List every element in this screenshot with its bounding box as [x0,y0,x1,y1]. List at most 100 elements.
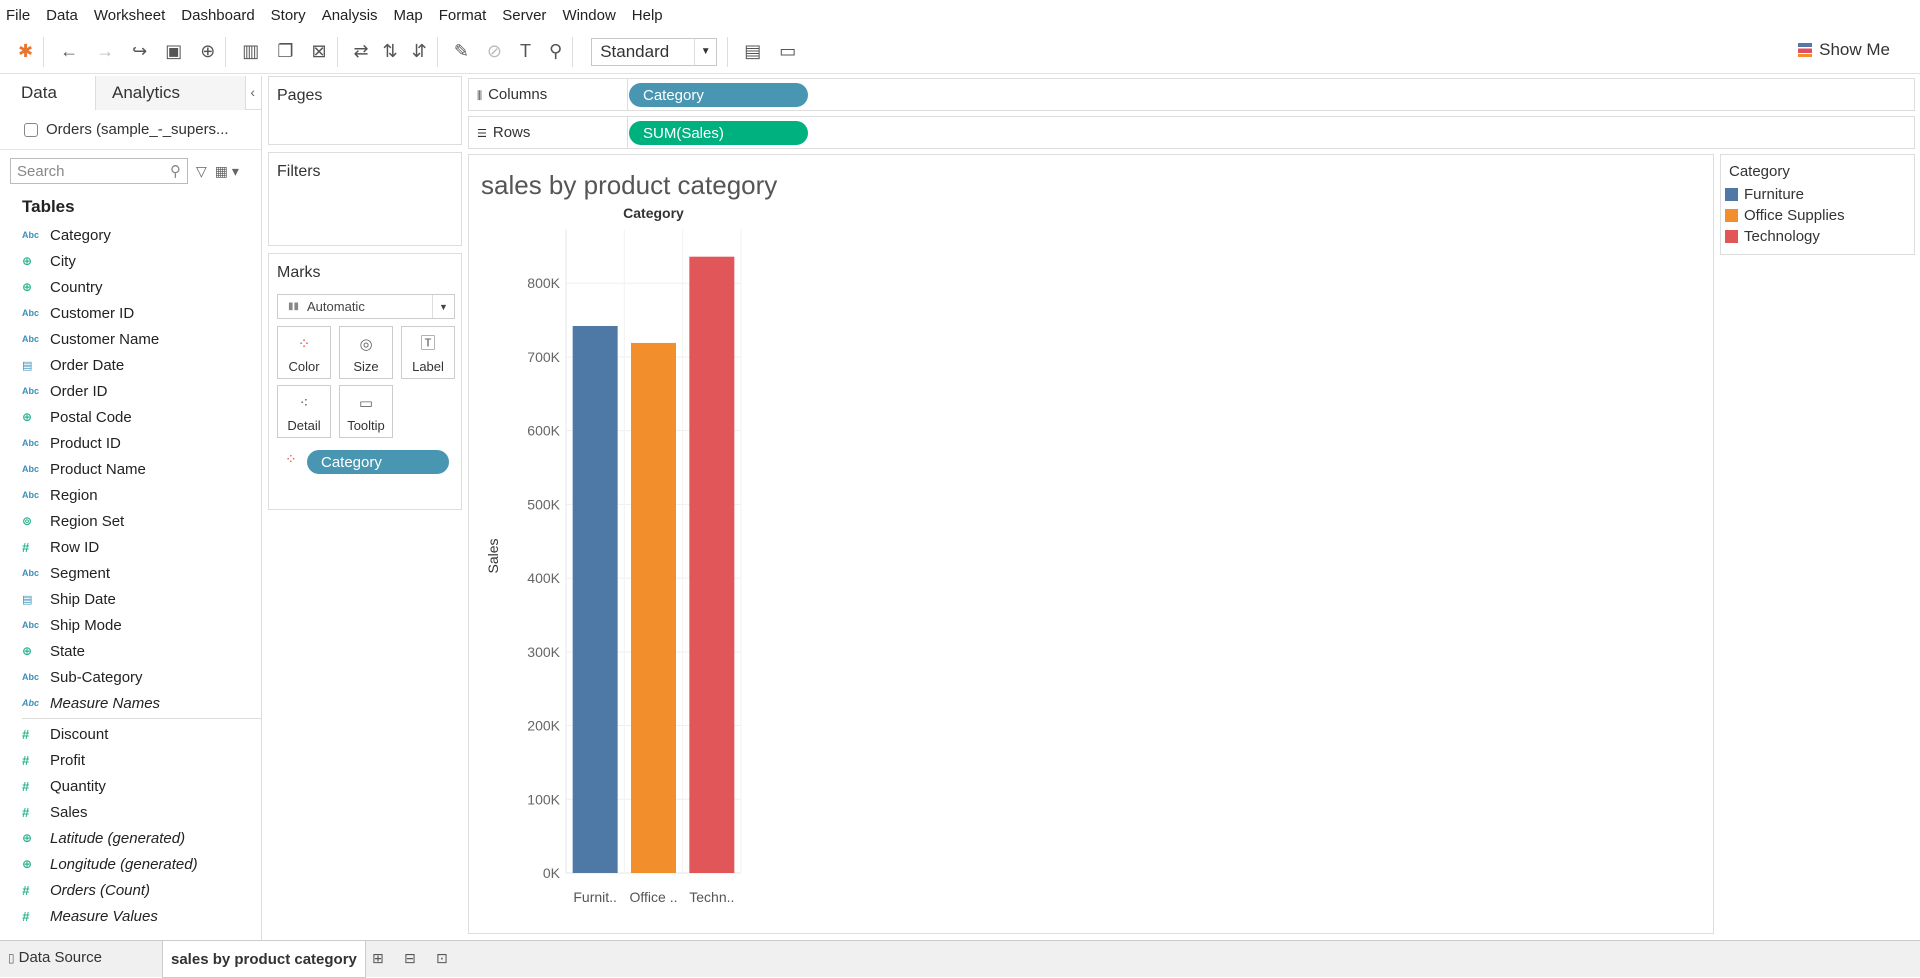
menu-window[interactable]: Window [562,6,616,24]
menu-bar: File Data Worksheet Dashboard Story Analysis M… [0,0,1920,30]
color-legend[interactable]: Category Furniture Office Supplies Technol… [1720,154,1915,255]
filter-icon[interactable]: ▽ [196,162,207,179]
columns-shelf[interactable]: ⫼ Columns Category [468,78,1915,111]
size-button[interactable]: ◎ Size [339,326,393,379]
columns-label: ⫼ Columns [477,86,547,103]
menu-file[interactable]: File [6,6,31,24]
mark-type-dropdown[interactable]: ▮▮ Automatic ▼ [277,294,455,319]
sort-descending-icon[interactable]: ⇵ [411,41,427,61]
legend-item[interactable]: Office Supplies [1721,205,1914,226]
field-customer-id[interactable]: Abc Customer ID [0,300,261,326]
datasource-icon [24,122,38,137]
field-measure-values[interactable]: # Measure Values [0,903,261,929]
new-worksheet-tab-icon[interactable]: ⊞ [372,950,384,966]
menu-help[interactable]: Help [631,6,663,24]
clear-sheet-icon[interactable]: ⊠ [311,41,327,61]
field-profit[interactable]: # Profit [0,747,261,773]
group-members-icon[interactable]: ⊘ [486,41,503,61]
field-order-id[interactable]: Abc Order ID [0,378,261,404]
show-me-icon [1798,43,1813,57]
replay-icon[interactable]: ↪ [132,41,148,61]
tooltip-button[interactable]: ▭ Tooltip [339,385,393,438]
field-region[interactable]: Abc Region [0,482,261,508]
label-button[interactable]: 🅃 Label [401,326,455,379]
new-worksheet-icon[interactable]: ▥ [242,41,260,61]
field-label: Segment [50,564,111,582]
color-button[interactable]: ⁘ Color [277,326,331,379]
search-input[interactable]: Search ⚲ [10,158,188,184]
save-icon[interactable]: ▣ [165,41,183,61]
field-postal-code[interactable]: ⊕ Postal Code [0,404,261,430]
field-measure-names[interactable]: Abc Measure Names [0,690,261,716]
rows-shelf[interactable]: ☰ Rows SUM(Sales) [468,116,1915,149]
tableau-logo-icon[interactable]: ✱ [18,41,34,61]
redo-icon[interactable]: → [96,41,115,61]
undo-icon[interactable]: ← [60,41,79,61]
field-order-date[interactable]: ▤ Order Date [0,352,261,378]
field-city[interactable]: ⊕ City [0,248,261,274]
show-cards-icon[interactable]: ▤ [744,41,762,61]
collapse-icon[interactable]: ‹ [250,84,255,100]
swap-rows-columns-icon[interactable]: ⇄ [353,41,369,61]
pages-card[interactable]: Pages [268,76,462,145]
field-ship-mode[interactable]: Abc Ship Mode [0,612,261,638]
menu-data[interactable]: Data [46,6,78,24]
field-segment[interactable]: Abc Segment [0,560,261,586]
field-category[interactable]: Abc Category [0,222,261,248]
new-datasource-icon[interactable]: ⊕ [200,41,216,61]
field-latitude-generated[interactable]: ⊕ Latitude (generated) [0,825,261,851]
field-label: Ship Mode [50,616,122,634]
presentation-mode-icon[interactable]: ▭ [779,41,797,61]
fix-axes-icon[interactable]: ⚲ [549,41,563,61]
show-me-button[interactable]: Show Me [1798,40,1890,60]
legend-item[interactable]: Furniture [1721,184,1914,205]
fit-dropdown[interactable]: Standard ▼ [591,37,718,66]
menu-worksheet[interactable]: Worksheet [93,6,166,24]
highlight-icon[interactable]: ✎ [453,41,469,61]
sheet-tab-active[interactable]: sales by product category [162,941,366,978]
field-label: State [50,642,86,660]
field-label: Postal Code [50,408,132,426]
menu-dashboard[interactable]: Dashboard [181,6,255,24]
field-customer-name[interactable]: Abc Customer Name [0,326,261,352]
view-options-icon[interactable]: ▦ ▾ [214,162,239,179]
field-product-name[interactable]: Abc Product Name [0,456,261,482]
new-story-tab-icon[interactable]: ⊡ [436,950,448,966]
detail-button[interactable]: ⁖ Detail [277,385,331,438]
columns-category-pill[interactable]: Category [629,83,808,107]
field-state[interactable]: ⊕ State [0,638,261,664]
menu-server[interactable]: Server [502,6,547,24]
field-orders-count[interactable]: # Orders (Count) [0,877,261,903]
datasource-item[interactable]: Orders (sample_-_supers... [0,110,261,150]
menu-format[interactable]: Format [438,6,487,24]
duplicate-sheet-icon[interactable]: ❐ [277,41,294,61]
field-label: Order ID [50,382,108,400]
filters-card[interactable]: Filters [268,152,462,246]
tab-data[interactable]: Data [0,76,96,110]
menu-analysis[interactable]: Analysis [321,6,378,24]
field-product-id[interactable]: Abc Product ID [0,430,261,456]
field-sales[interactable]: # Sales [0,799,261,825]
field-region-set[interactable]: ⊚ Region Set [0,508,261,534]
field-row-id[interactable]: # Row ID [0,534,261,560]
field-country[interactable]: ⊕ Country [0,274,261,300]
marks-category-pill[interactable]: Category [307,450,449,474]
rows-sum-sales-pill[interactable]: SUM(Sales) [629,121,808,145]
show-labels-icon[interactable]: T [520,41,532,61]
tables-header: Tables [22,197,75,216]
pane-tabs: Data Analytics ‹ [0,76,261,110]
sort-ascending-icon[interactable]: ⇅ [382,41,398,61]
tab-analytics[interactable]: Analytics [96,76,246,110]
menu-story[interactable]: Story [270,6,306,24]
field-discount[interactable]: # Discount [0,721,261,747]
field-sub-category[interactable]: Abc Sub-Category [0,664,261,690]
new-dashboard-tab-icon[interactable]: ⊟ [404,950,416,966]
field-ship-date[interactable]: ▤ Ship Date [0,586,261,612]
worksheet-view[interactable]: sales by product category Category Sales 0K… [468,154,1714,934]
menu-map[interactable]: Map [393,6,423,24]
field-longitude-generated[interactable]: ⊕ Longitude (generated) [0,851,261,877]
datasource-tab[interactable]: ▯ Data Source [8,949,102,966]
field-quantity[interactable]: # Quantity [0,773,261,799]
toolbar-divider [436,36,438,67]
legend-item[interactable]: Technology [1721,226,1914,247]
